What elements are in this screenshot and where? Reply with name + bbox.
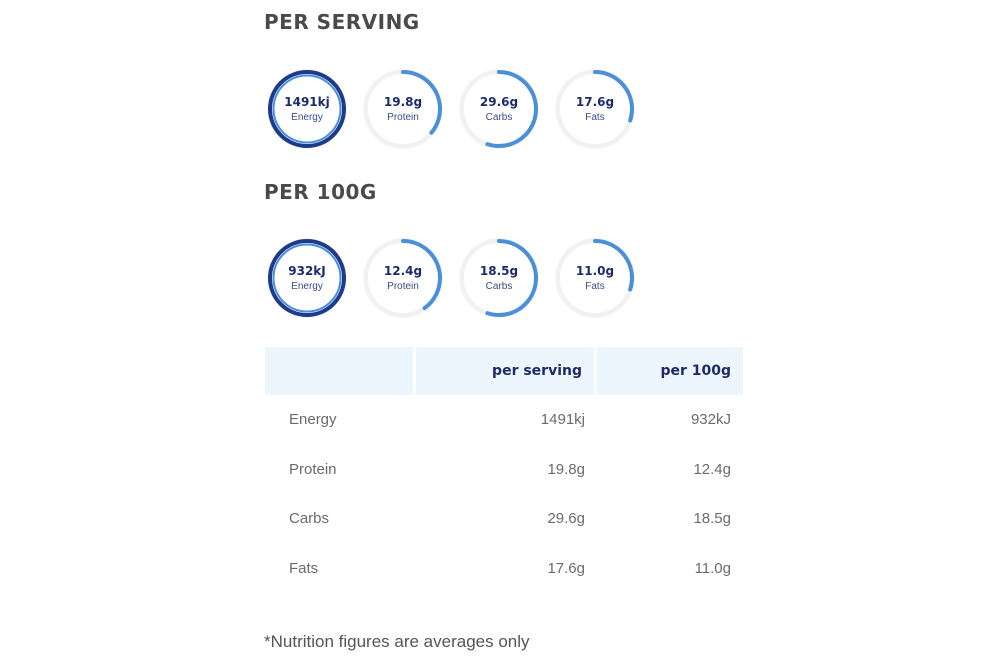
protein-ring-gauge xyxy=(363,238,443,318)
ring-progress xyxy=(460,70,538,148)
ring-label: Carbs xyxy=(485,280,513,292)
energy-ring-gauge xyxy=(267,238,347,318)
ring-carbs: 29.6g Carbs xyxy=(456,66,542,152)
ring-value: 17.6g xyxy=(575,94,615,109)
ring-label: Energy xyxy=(291,111,323,123)
ring-label: Carbs xyxy=(485,111,513,123)
table-row: Protein 19.8g 12.4g xyxy=(265,445,743,495)
ring-progress xyxy=(364,239,442,317)
table-header-row: per serving per 100g xyxy=(265,347,743,395)
per-100g-value: 932kJ xyxy=(690,411,731,429)
ring-progress xyxy=(460,239,538,317)
ring-progress xyxy=(364,70,442,148)
ring-progress xyxy=(268,239,346,317)
header-nutrient xyxy=(265,347,416,395)
per-serving-value: 1491kj xyxy=(540,411,585,429)
nutrition-table: per serving per 100g Energy 1491kj 932kJ… xyxy=(265,347,743,593)
ring-inner-accent xyxy=(272,74,342,144)
ring-carbs: 18.5g Carbs xyxy=(456,235,542,321)
carbs-ring-gauge xyxy=(459,69,539,149)
ring-fats: 17.6g Fats xyxy=(552,66,638,152)
ring-inner-accent xyxy=(272,243,342,313)
header-per-serving: per serving xyxy=(416,347,597,395)
ring-value: 19.8g xyxy=(383,94,423,109)
per-100g-value: 18.5g xyxy=(693,510,731,528)
ring-protein: 12.4g Protein xyxy=(360,235,446,321)
per-serving-rings: 1491kj Energy 19.8g Protein 29.6g Carbs … xyxy=(264,66,638,152)
ring-energy: 932kJ Energy xyxy=(264,235,350,321)
fats-ring-gauge xyxy=(555,238,635,318)
nutrition-footnote: *Nutrition figures are averages only xyxy=(264,632,530,651)
ring-value: 29.6g xyxy=(479,94,519,109)
ring-label: Protein xyxy=(387,111,419,123)
ring-fats: 11.0g Fats xyxy=(552,235,638,321)
ring-value: 1491kj xyxy=(284,94,330,109)
per-100g-value: 11.0g xyxy=(694,559,731,577)
per-serving-heading: PER SERVING xyxy=(264,10,420,34)
nutrient-name: Carbs xyxy=(289,510,330,528)
fats-ring-gauge xyxy=(555,69,635,149)
protein-ring-gauge xyxy=(363,69,443,149)
ring-label: Fats xyxy=(585,111,605,123)
nutrient-name: Energy xyxy=(289,411,337,429)
header-per-100g: per 100g xyxy=(597,347,743,395)
per-100g-value: 12.4g xyxy=(693,460,731,478)
table-row: Fats 17.6g 11.0g xyxy=(265,544,743,594)
ring-protein: 19.8g Protein xyxy=(360,66,446,152)
ring-value: 18.5g xyxy=(479,263,519,278)
ring-label: Energy xyxy=(291,280,323,292)
ring-progress xyxy=(556,70,634,148)
per-serving-value: 19.8g xyxy=(547,460,585,478)
table-row: Energy 1491kj 932kJ xyxy=(265,395,743,445)
ring-label: Fats xyxy=(585,280,605,292)
per-100g-heading: PER 100G xyxy=(264,180,377,204)
ring-energy: 1491kj Energy xyxy=(264,66,350,152)
per-100g-rings: 932kJ Energy 12.4g Protein 18.5g Carbs 1… xyxy=(264,235,638,321)
carbs-ring-gauge xyxy=(459,238,539,318)
nutrient-name: Fats xyxy=(289,559,319,577)
table-row: Carbs 29.6g 18.5g xyxy=(265,494,743,544)
per-serving-value: 29.6g xyxy=(547,510,585,528)
ring-value: 12.4g xyxy=(383,263,423,278)
per-serving-value: 17.6g xyxy=(547,559,585,577)
ring-label: Protein xyxy=(387,280,419,292)
ring-progress xyxy=(556,239,634,317)
energy-ring-gauge xyxy=(267,69,347,149)
nutrient-name: Protein xyxy=(289,460,337,478)
ring-value: 11.0g xyxy=(575,263,615,278)
ring-value: 932kJ xyxy=(288,263,326,278)
ring-progress xyxy=(268,70,346,148)
